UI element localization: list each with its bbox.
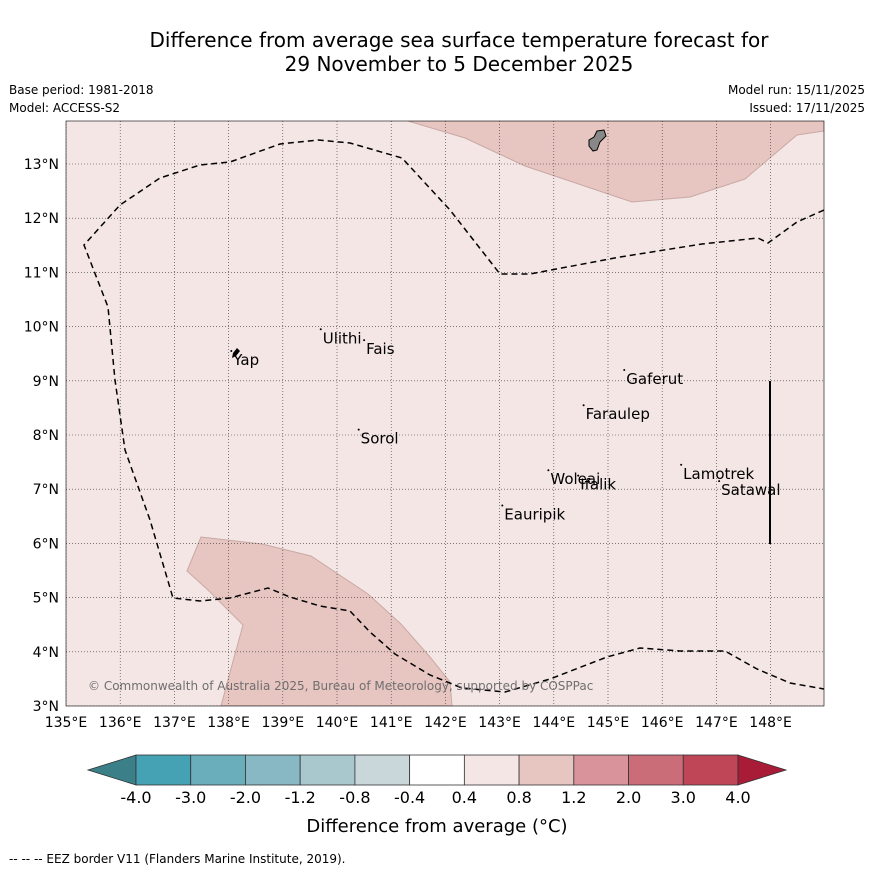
lat-tick-label: 11°N — [24, 265, 59, 281]
lon-tick-label: 143°E — [478, 715, 521, 731]
lon-tick-label: 144°E — [533, 715, 576, 731]
lat-tick-label: 9°N — [33, 374, 59, 390]
colorbar-under-arrow — [86, 754, 137, 786]
colorbar-tick-label: -1.2 — [285, 788, 316, 807]
colorbar-segment — [190, 754, 246, 786]
colorbar-tick-label: 3.0 — [671, 788, 696, 807]
colorbar-segment — [463, 754, 520, 786]
colorbar-segment — [628, 754, 684, 786]
place-label-faraulep: Faraulep — [586, 405, 650, 423]
guam-island — [588, 129, 607, 152]
place-marker-woleai — [547, 469, 550, 472]
colorbar-segment — [573, 754, 629, 786]
place-marker-faraulep — [582, 404, 585, 407]
lon-tick-label: 138°E — [207, 715, 250, 731]
place-label-satawal: Satawal — [721, 481, 780, 499]
place-label-ifalik: Ifalik — [580, 476, 616, 494]
place-label-ulithi: Ulithi — [323, 329, 362, 347]
place-label-lamotrek: Lamotrek — [683, 465, 754, 483]
lon-tick-label: 141°E — [370, 715, 413, 731]
colorbar-tick-label: -3.0 — [175, 788, 206, 807]
eez-border-west — [83, 139, 824, 693]
colorbar-segment — [409, 754, 465, 786]
colorbar-tick-label: -0.4 — [394, 788, 425, 807]
colorbar-segment — [299, 754, 356, 786]
lat-tick-label: 4°N — [33, 645, 59, 661]
colorbar: -4.0 -3.0 -2.0 -1.2 -0.8 -0.4 0.4 0.8 1.2 2.0 3.0 4… — [86, 754, 788, 807]
colorbar-tick-label: -4.0 — [120, 788, 151, 807]
colorbar-tick-label: 2.0 — [616, 788, 641, 807]
colorbar-tick-label: 0.4 — [452, 788, 477, 807]
lon-tick-label: 140°E — [316, 715, 359, 731]
lat-tick-label: 3°N — [33, 699, 59, 715]
colorbar-over-arrow — [737, 754, 788, 786]
map-frame — [65, 120, 825, 707]
place-marker-ifalik — [577, 474, 580, 477]
place-label-fais: Fais — [366, 340, 395, 358]
map-background — [66, 121, 824, 706]
place-marker-fais — [363, 339, 366, 342]
colorbar-segment — [245, 754, 301, 786]
lat-tick-label: 12°N — [24, 211, 59, 227]
lat-tick-label: 13°N — [24, 157, 59, 173]
lat-tick-label: 6°N — [33, 536, 59, 552]
lat-tick-label: 5°N — [33, 591, 59, 607]
base-period-label: Base period: 1981-2018 — [9, 83, 154, 97]
lon-tick-label: 147°E — [695, 715, 738, 731]
lon-tick-label: 146°E — [641, 715, 684, 731]
lon-tick-label: 139°E — [262, 715, 305, 731]
latitude-tick-labels: 3°N 4°N 5°N 6°N 7°N 8°N 9°N 10°N 11°N 12°N 13°N — [24, 157, 59, 715]
colorbar-segment — [518, 754, 575, 786]
colorbar-segment — [135, 754, 192, 786]
warm-anomaly-region-south — [186, 536, 453, 706]
place-marker-satawal — [718, 480, 721, 483]
longitude-tick-labels: 135°E 136°E 137°E 138°E 139°E 140°E 141°E 142°E… — [45, 715, 792, 731]
copyright-credit: © Commonwealth of Australia 2025, Bureau… — [88, 679, 593, 693]
place-label-woleai: Woleai — [550, 470, 600, 488]
colorbar-tick-label: 0.8 — [506, 788, 531, 807]
colorbar-tick-label: 1.2 — [561, 788, 586, 807]
lat-tick-label: 10°N — [24, 320, 59, 336]
lon-tick-label: 142°E — [424, 715, 467, 731]
lat-tick-label: 7°N — [33, 482, 59, 498]
place-marker-sorol — [357, 428, 360, 431]
lon-tick-label: 135°E — [45, 715, 88, 731]
colorbar-segment — [682, 754, 739, 786]
eez-footnote: -- -- -- EEZ border V11 (Flanders Marine… — [9, 852, 346, 866]
warm-anomaly-region-north — [407, 121, 824, 203]
colorbar-segment — [354, 754, 411, 786]
place-label-sorol: Sorol — [361, 430, 399, 448]
lat-tick-label: 8°N — [33, 428, 59, 444]
place-marker-ulithi — [319, 328, 322, 331]
colorbar-tick-label: -0.8 — [339, 788, 370, 807]
lon-tick-label: 137°E — [153, 715, 196, 731]
colorbar-tick-label: 4.0 — [725, 788, 750, 807]
place-marker-eauripik — [501, 504, 504, 507]
colorbar-title: Difference from average (°C) — [306, 816, 567, 837]
map-title-line-2: 29 November to 5 December 2025 — [284, 52, 634, 76]
lon-tick-label: 145°E — [587, 715, 630, 731]
map-title-line-1: Difference from average sea surface temp… — [149, 28, 769, 52]
graticule — [66, 121, 824, 706]
place-label-gaferut: Gaferut — [626, 370, 683, 388]
place-label-eauripik: Eauripik — [504, 505, 565, 523]
place-marker-lamotrek — [680, 463, 683, 466]
lon-tick-label: 148°E — [749, 715, 792, 731]
colorbar-tick-label: -2.0 — [230, 788, 261, 807]
model-label: Model: ACCESS-S2 — [9, 101, 121, 115]
yap-island — [232, 348, 240, 358]
lon-tick-label: 136°E — [99, 715, 142, 731]
place-label-yap: Yap — [232, 351, 259, 369]
place-marker-yap — [230, 349, 233, 352]
model-run-label: Model run: 15/11/2025 — [727, 83, 865, 97]
place-marker-gaferut — [623, 368, 626, 371]
issued-label: Issued: 17/11/2025 — [749, 101, 865, 115]
